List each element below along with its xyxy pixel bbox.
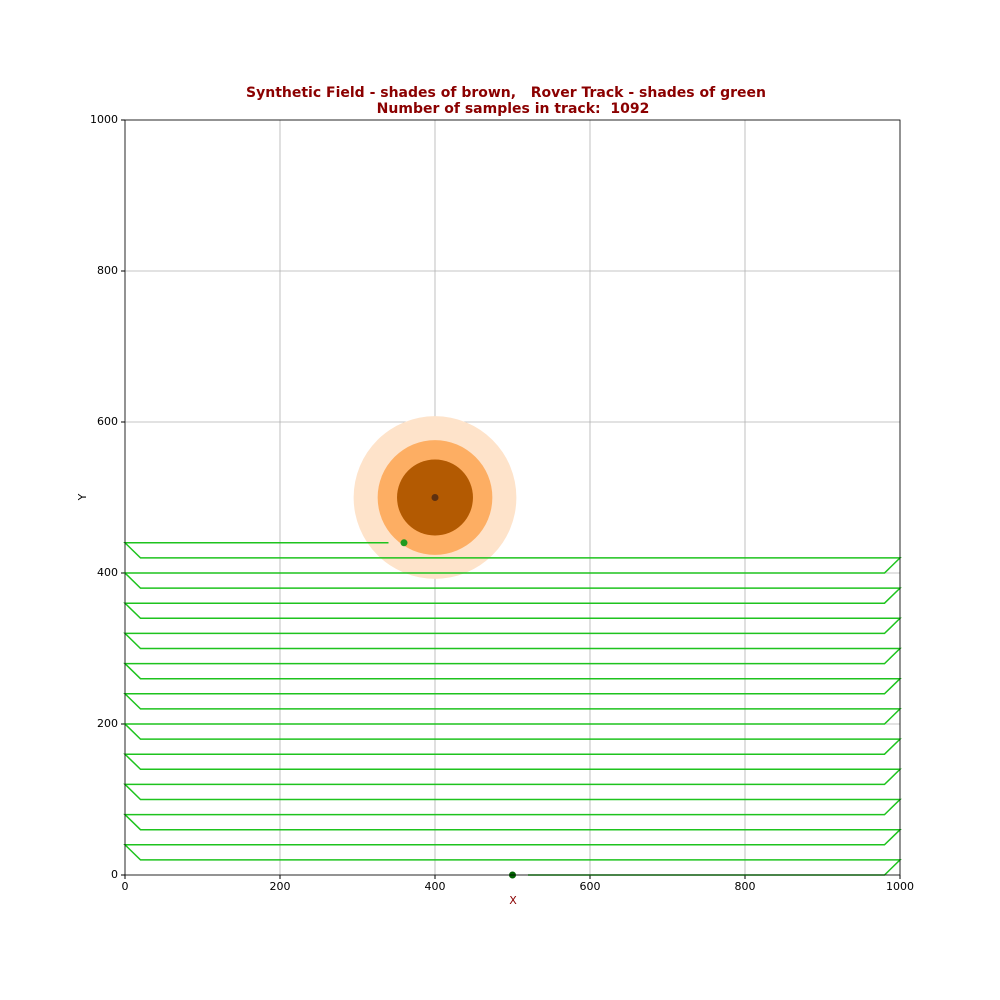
x-tick-label: 800 xyxy=(735,880,756,893)
y-tick-label: 400 xyxy=(97,566,118,579)
rover-track xyxy=(123,542,902,876)
x-tick-label: 1000 xyxy=(886,880,914,893)
x-axis-label: X xyxy=(509,894,517,907)
chart-title: Synthetic Field - shades of brown, Rover… xyxy=(246,85,766,101)
y-tick-label: 600 xyxy=(97,415,118,428)
y-tick-label: 1000 xyxy=(90,113,118,126)
track-point xyxy=(400,539,408,547)
plot-frame xyxy=(124,119,901,876)
y-tick-label: 0 xyxy=(111,868,118,881)
y-tick-label: 800 xyxy=(97,264,118,277)
y-tick-label: 200 xyxy=(97,717,118,730)
x-tick-label: 0 xyxy=(122,880,129,893)
field-center xyxy=(431,494,439,501)
x-tick-label: 400 xyxy=(425,880,446,893)
x-tick-label: 600 xyxy=(580,880,601,893)
y-axis-label: Y xyxy=(76,493,89,501)
x-tick-label: 200 xyxy=(270,880,291,893)
chart-subtitle: Number of samples in track: 1092 xyxy=(377,101,650,117)
